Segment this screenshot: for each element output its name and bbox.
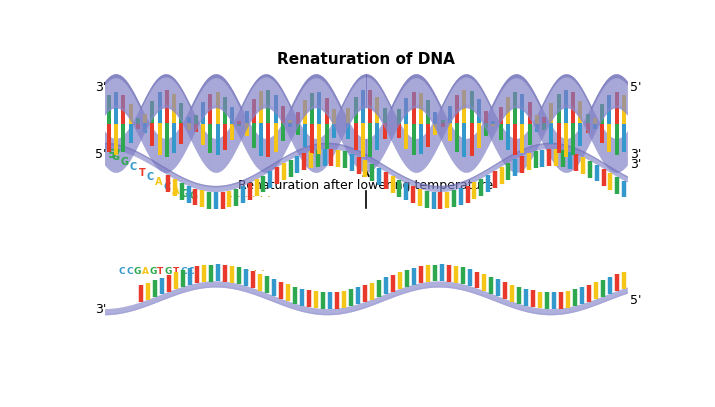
- Text: T: T: [173, 267, 179, 276]
- Text: C: C: [164, 182, 171, 192]
- Text: C: C: [130, 162, 137, 173]
- Text: Renaturation of DNA: Renaturation of DNA: [277, 52, 455, 67]
- Text: T: T: [157, 267, 164, 276]
- Text: A: A: [155, 177, 163, 187]
- Text: 3': 3': [95, 303, 107, 316]
- Text: Renaturation after lowering temperature: Renaturation after lowering temperature: [239, 179, 493, 192]
- Text: · · · · · · · · ·: · · · · · · · · ·: [200, 265, 265, 278]
- Text: C: C: [147, 173, 154, 182]
- Text: C: C: [127, 267, 133, 276]
- Text: 5': 5': [95, 148, 107, 161]
- Text: 3': 3': [630, 148, 641, 161]
- Text: 3': 3': [630, 158, 641, 171]
- Text: G: G: [149, 267, 157, 276]
- Text: 3': 3': [95, 81, 107, 94]
- Text: G: G: [120, 157, 128, 167]
- Text: G: G: [189, 191, 197, 201]
- Text: 5': 5': [108, 148, 121, 161]
- Text: A: A: [172, 186, 179, 195]
- Text: G: G: [112, 152, 120, 162]
- Text: C: C: [119, 267, 125, 276]
- Text: T: T: [139, 168, 145, 178]
- Text: · · · · · · · · ·: · · · · · · · · ·: [207, 191, 270, 204]
- Text: G: G: [180, 188, 188, 199]
- Text: 5': 5': [630, 294, 641, 307]
- Text: G: G: [134, 267, 141, 276]
- Text: 5': 5': [630, 81, 641, 94]
- Text: G: G: [164, 267, 172, 276]
- Text: A: A: [142, 267, 149, 276]
- Text: C: C: [188, 267, 194, 276]
- Text: C: C: [180, 267, 187, 276]
